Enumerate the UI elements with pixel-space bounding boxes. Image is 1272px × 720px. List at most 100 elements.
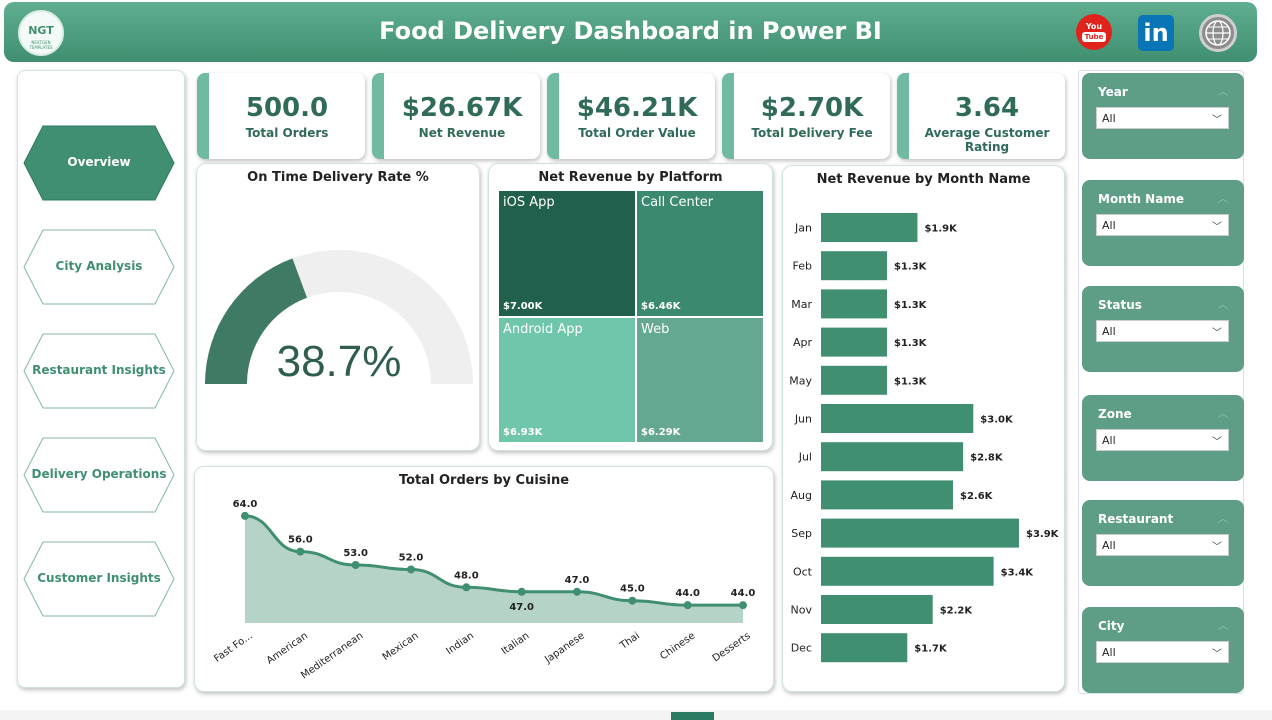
data-label: $1.7K bbox=[914, 644, 948, 655]
nav-delivery-operations-label: Delivery Operations bbox=[31, 467, 167, 481]
y-tick-label: Jun bbox=[794, 413, 812, 426]
slicers-pane bbox=[1078, 70, 1244, 694]
status-dropdown[interactable]: All ﹀ bbox=[1096, 320, 1229, 342]
data-label: 44.0 bbox=[731, 588, 756, 599]
bar[interactable] bbox=[821, 595, 933, 624]
chevron-up-icon[interactable]: ︿ bbox=[1218, 621, 1228, 632]
data-label: $1.3K bbox=[894, 300, 928, 311]
data-label: $1.9K bbox=[924, 224, 958, 235]
chevron-down-icon: ﹀ bbox=[1212, 542, 1222, 553]
city-dropdown[interactable]: All ﹀ bbox=[1096, 641, 1229, 663]
treemap-cell-android-app[interactable]: Android App $6.93K bbox=[499, 318, 635, 442]
y-tick-label: Apr bbox=[793, 336, 813, 349]
data-point[interactable] bbox=[296, 547, 305, 556]
data-point[interactable] bbox=[407, 565, 415, 574]
chevron-down-icon: ﹀ bbox=[1212, 649, 1222, 660]
kpi-value: 500.0 bbox=[245, 93, 329, 123]
bar[interactable] bbox=[821, 633, 908, 663]
data-point[interactable] bbox=[351, 561, 360, 569]
bar[interactable] bbox=[821, 556, 994, 586]
kpi-total-orders: 500.0 Total Orders bbox=[197, 73, 365, 159]
treemap-panel[interactable]: Net Revenue by Platform iOS App $7.00K C… bbox=[488, 163, 773, 451]
data-label: 44.0 bbox=[675, 588, 700, 599]
treemap-cell-value: $6.46K bbox=[641, 301, 681, 312]
bar[interactable] bbox=[821, 365, 887, 395]
revenue-by-month-panel[interactable]: Net Revenue by Month Name Jan $1.9K Feb $1.… bbox=[782, 165, 1065, 692]
chevron-up-icon[interactable]: ︿ bbox=[1218, 87, 1228, 98]
nav-delivery-operations[interactable]: Delivery Operations bbox=[23, 437, 175, 513]
dropdown-value: All bbox=[1102, 646, 1116, 659]
dropdown-value: All bbox=[1102, 112, 1116, 125]
data-label: $2.6K bbox=[960, 491, 994, 502]
nav-overview[interactable]: Overview bbox=[23, 125, 175, 201]
data-point[interactable] bbox=[739, 601, 747, 610]
x-tick-label: Italian bbox=[500, 630, 532, 657]
bar[interactable] bbox=[821, 289, 887, 319]
data-label: $1.3K bbox=[894, 376, 928, 387]
data-label: 47.0 bbox=[509, 602, 534, 613]
page-navigation: Overview City Analysis Restaurant Insigh… bbox=[17, 70, 185, 688]
globe-icon-graphic bbox=[1205, 20, 1231, 46]
youtube-icon[interactable]: You Tube bbox=[1076, 14, 1112, 50]
orders-by-cuisine-panel[interactable]: Total Orders by Cuisine 64.0 Fast Fo... 56… bbox=[194, 466, 774, 692]
data-label: $3.4K bbox=[1001, 567, 1035, 578]
data-point[interactable] bbox=[517, 587, 526, 596]
slicer-label: Zone bbox=[1098, 407, 1132, 421]
bar[interactable] bbox=[821, 442, 964, 472]
data-point[interactable] bbox=[241, 511, 249, 520]
gauge-fill bbox=[205, 258, 308, 384]
bar[interactable] bbox=[821, 251, 887, 281]
nav-restaurant-insights[interactable]: Restaurant Insights bbox=[23, 333, 175, 409]
bar[interactable] bbox=[821, 480, 953, 510]
globe-icon[interactable] bbox=[1199, 14, 1237, 52]
chevron-up-icon[interactable]: ︿ bbox=[1218, 194, 1228, 205]
data-label: 52.0 bbox=[399, 552, 424, 563]
active-page-tab[interactable] bbox=[671, 712, 714, 720]
restaurant-dropdown[interactable]: All ﹀ bbox=[1096, 534, 1229, 556]
bar[interactable] bbox=[821, 327, 887, 357]
y-tick-label: Aug bbox=[791, 489, 812, 502]
slicer-label: Status bbox=[1098, 298, 1142, 312]
dropdown-value: All bbox=[1102, 539, 1116, 552]
bar[interactable] bbox=[821, 213, 918, 242]
data-point[interactable] bbox=[683, 601, 692, 610]
month-name-dropdown[interactable]: All ﹀ bbox=[1096, 214, 1229, 236]
hexagon-shape bbox=[23, 125, 175, 201]
dropdown-value: All bbox=[1102, 219, 1116, 232]
slicer-month-name: Month Name ︿ All ﹀ bbox=[1082, 180, 1244, 266]
revenue-by-month-chart: Jan $1.9K Feb $1.3K Mar $1.3K Apr $1.3K May $1.3K… bbox=[789, 213, 1060, 663]
kpi-label: Net Revenue bbox=[418, 126, 506, 140]
treemap-cell-ios-app[interactable]: iOS App $7.00K bbox=[499, 191, 635, 316]
nav-overview-label: Overview bbox=[67, 155, 131, 169]
treemap-cell-name: iOS App bbox=[503, 195, 555, 210]
hexagon-shape bbox=[23, 437, 175, 513]
nav-customer-insights[interactable]: Customer Insights bbox=[23, 541, 175, 617]
treemap-cell-call-center[interactable]: Call Center $6.46K bbox=[637, 191, 763, 316]
gauge-panel[interactable]: On Time Delivery Rate % 38.7% bbox=[196, 163, 480, 451]
treemap-cell-name: Web bbox=[641, 322, 670, 337]
data-label: 56.0 bbox=[288, 535, 313, 546]
data-point[interactable] bbox=[628, 596, 637, 605]
orders-by-cuisine-title: Total Orders by Cuisine bbox=[398, 473, 570, 488]
year-dropdown[interactable]: All ﹀ bbox=[1096, 107, 1229, 129]
chevron-up-icon[interactable]: ︿ bbox=[1218, 300, 1228, 311]
data-label: $1.3K bbox=[894, 262, 928, 273]
gauge-value: 38.7% bbox=[277, 337, 402, 386]
kpi-total-delivery-fee: $2.70K Total Delivery Fee bbox=[722, 73, 890, 159]
revenue-by-month-title: Net Revenue by Month Name bbox=[816, 172, 1031, 187]
bar[interactable] bbox=[821, 518, 1019, 548]
bar[interactable] bbox=[821, 404, 974, 433]
data-point[interactable] bbox=[573, 587, 581, 596]
nav-city-analysis[interactable]: City Analysis bbox=[23, 229, 175, 305]
area-line bbox=[244, 514, 743, 607]
chevron-up-icon[interactable]: ︿ bbox=[1218, 514, 1228, 525]
treemap-cell-web[interactable]: Web $6.29K bbox=[637, 318, 763, 442]
y-tick-label: Feb bbox=[793, 260, 812, 273]
linkedin-icon[interactable]: in bbox=[1138, 15, 1174, 51]
x-tick-label: American bbox=[265, 630, 310, 666]
zone-dropdown[interactable]: All ﹀ bbox=[1096, 429, 1229, 451]
gauge-chart: 38.7% bbox=[205, 250, 473, 386]
data-point[interactable] bbox=[462, 583, 471, 592]
chevron-up-icon[interactable]: ︿ bbox=[1218, 409, 1228, 420]
